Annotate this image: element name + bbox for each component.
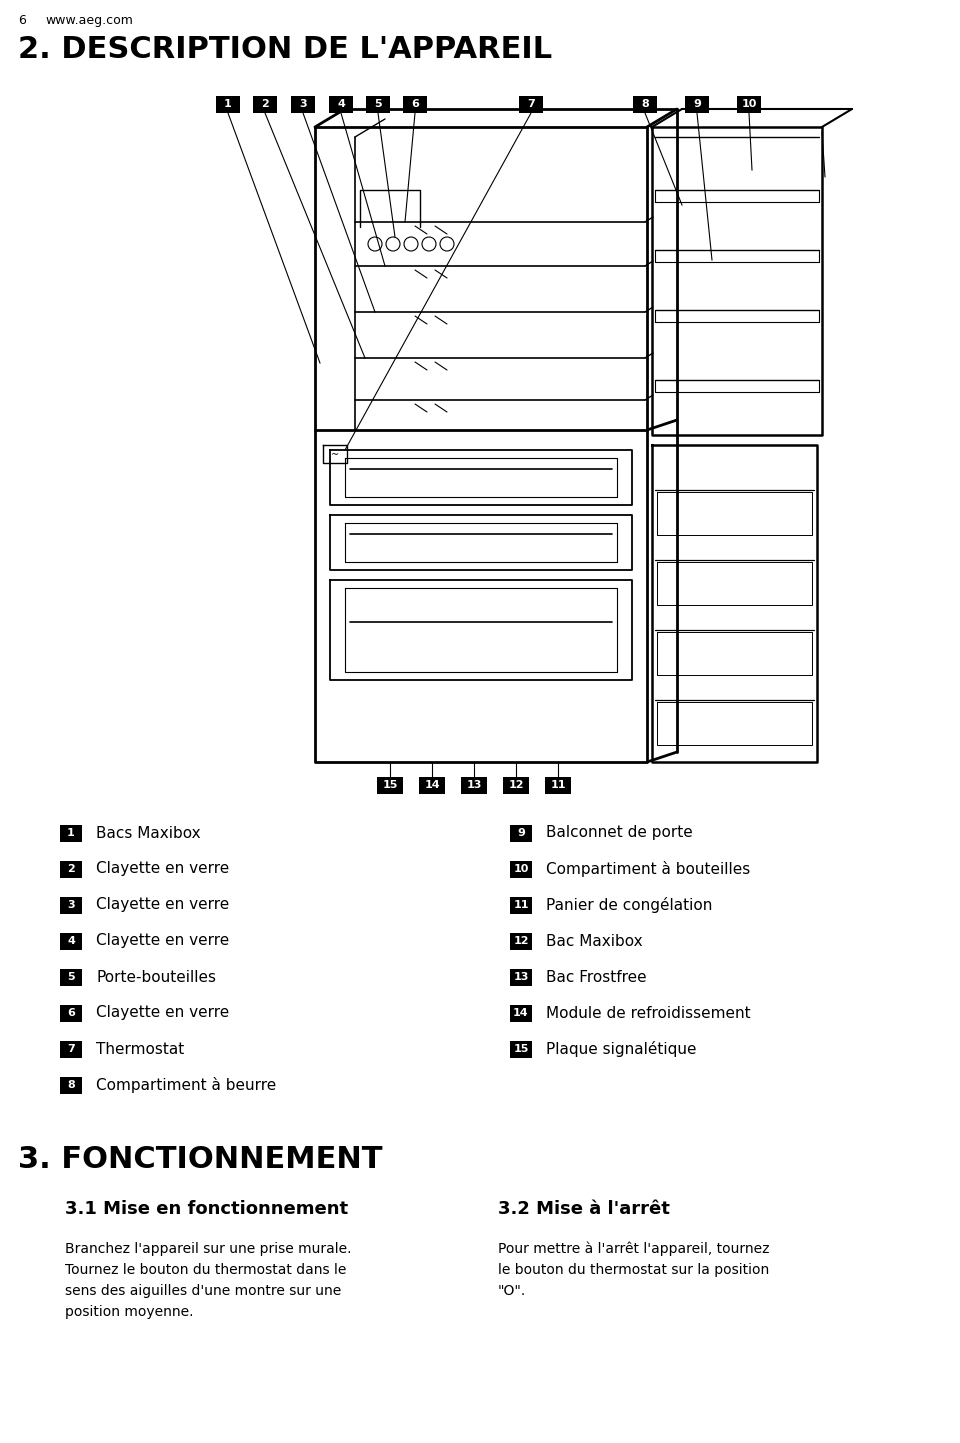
Text: Bac Maxibox: Bac Maxibox xyxy=(546,934,642,948)
Text: 3. FONCTIONNEMENT: 3. FONCTIONNEMENT xyxy=(18,1144,382,1175)
Text: Compartiment à beurre: Compartiment à beurre xyxy=(96,1076,276,1092)
FancyBboxPatch shape xyxy=(60,1040,82,1058)
Text: 14: 14 xyxy=(514,1009,529,1017)
FancyBboxPatch shape xyxy=(253,95,277,113)
Text: 1: 1 xyxy=(224,100,232,110)
Text: 4: 4 xyxy=(67,937,75,947)
Text: 2: 2 xyxy=(261,100,269,110)
Text: 3.1 Mise en fonctionnement: 3.1 Mise en fonctionnement xyxy=(65,1201,348,1218)
Text: Balconnet de porte: Balconnet de porte xyxy=(546,825,693,840)
Text: 3: 3 xyxy=(67,900,75,911)
Text: 5: 5 xyxy=(374,100,382,110)
Text: Branchez l'appareil sur une prise murale.: Branchez l'appareil sur une prise murale… xyxy=(65,1242,351,1255)
FancyBboxPatch shape xyxy=(419,776,445,794)
FancyBboxPatch shape xyxy=(60,896,82,913)
FancyBboxPatch shape xyxy=(60,824,82,841)
FancyBboxPatch shape xyxy=(329,95,353,113)
FancyBboxPatch shape xyxy=(60,968,82,986)
Text: Clayette en verre: Clayette en verre xyxy=(96,898,229,912)
FancyBboxPatch shape xyxy=(216,95,240,113)
Text: le bouton du thermostat sur la position: le bouton du thermostat sur la position xyxy=(498,1263,769,1277)
Text: Thermostat: Thermostat xyxy=(96,1042,184,1056)
FancyBboxPatch shape xyxy=(545,776,571,794)
Text: 9: 9 xyxy=(517,828,525,838)
Text: 2: 2 xyxy=(67,864,75,874)
FancyBboxPatch shape xyxy=(510,896,532,913)
Text: 2. DESCRIPTION DE L'APPAREIL: 2. DESCRIPTION DE L'APPAREIL xyxy=(18,35,552,63)
Text: Clayette en verre: Clayette en verre xyxy=(96,934,229,948)
Text: Compartiment à bouteilles: Compartiment à bouteilles xyxy=(546,861,751,877)
FancyBboxPatch shape xyxy=(510,860,532,877)
Text: Panier de congélation: Panier de congélation xyxy=(546,898,712,913)
Text: 13: 13 xyxy=(467,781,482,789)
Text: sens des aiguilles d'une montre sur une: sens des aiguilles d'une montre sur une xyxy=(65,1284,341,1299)
Text: Bacs Maxibox: Bacs Maxibox xyxy=(96,825,201,840)
Text: 3: 3 xyxy=(300,100,307,110)
FancyBboxPatch shape xyxy=(366,95,390,113)
Text: 1: 1 xyxy=(67,828,75,838)
Text: 3.2 Mise à l'arrêt: 3.2 Mise à l'arrêt xyxy=(498,1201,670,1218)
Text: 5: 5 xyxy=(67,973,75,983)
Text: 6: 6 xyxy=(411,100,419,110)
Text: 10: 10 xyxy=(514,864,529,874)
FancyBboxPatch shape xyxy=(519,95,543,113)
FancyBboxPatch shape xyxy=(685,95,709,113)
Text: 15: 15 xyxy=(382,781,397,789)
Text: Pour mettre à l'arrêt l'appareil, tournez: Pour mettre à l'arrêt l'appareil, tourne… xyxy=(498,1242,770,1257)
Text: 13: 13 xyxy=(514,973,529,983)
Text: 8: 8 xyxy=(641,100,649,110)
Text: www.aeg.com: www.aeg.com xyxy=(45,14,132,27)
FancyBboxPatch shape xyxy=(510,968,532,986)
Text: ~: ~ xyxy=(331,450,339,460)
FancyBboxPatch shape xyxy=(510,824,532,841)
FancyBboxPatch shape xyxy=(503,776,529,794)
Text: 4: 4 xyxy=(337,100,345,110)
Text: Clayette en verre: Clayette en verre xyxy=(96,1006,229,1020)
Text: Porte-bouteilles: Porte-bouteilles xyxy=(96,970,216,984)
FancyBboxPatch shape xyxy=(403,95,427,113)
FancyBboxPatch shape xyxy=(60,1076,82,1094)
Text: 9: 9 xyxy=(693,100,701,110)
Text: 6: 6 xyxy=(18,14,26,27)
Text: 12: 12 xyxy=(508,781,524,789)
Text: 8: 8 xyxy=(67,1079,75,1089)
Text: 7: 7 xyxy=(67,1043,75,1053)
FancyBboxPatch shape xyxy=(291,95,315,113)
Text: 15: 15 xyxy=(514,1043,529,1053)
Text: 7: 7 xyxy=(527,100,535,110)
Text: 14: 14 xyxy=(424,781,440,789)
Text: 11: 11 xyxy=(514,900,529,911)
Text: position moyenne.: position moyenne. xyxy=(65,1304,194,1319)
Text: 12: 12 xyxy=(514,937,529,947)
Text: Clayette en verre: Clayette en verre xyxy=(96,861,229,876)
FancyBboxPatch shape xyxy=(60,860,82,877)
Text: Module de refroidissement: Module de refroidissement xyxy=(546,1006,751,1020)
FancyBboxPatch shape xyxy=(510,1040,532,1058)
FancyBboxPatch shape xyxy=(737,95,761,113)
FancyBboxPatch shape xyxy=(510,1004,532,1022)
FancyBboxPatch shape xyxy=(633,95,657,113)
Text: 6: 6 xyxy=(67,1009,75,1017)
Text: 10: 10 xyxy=(741,100,756,110)
FancyBboxPatch shape xyxy=(510,932,532,949)
Text: Tournez le bouton du thermostat dans le: Tournez le bouton du thermostat dans le xyxy=(65,1263,347,1277)
Text: 11: 11 xyxy=(550,781,565,789)
Text: "O".: "O". xyxy=(498,1284,526,1299)
FancyBboxPatch shape xyxy=(461,776,487,794)
Text: Plaque signalétique: Plaque signalétique xyxy=(546,1040,697,1058)
FancyBboxPatch shape xyxy=(60,932,82,949)
Text: Bac Frostfree: Bac Frostfree xyxy=(546,970,647,984)
FancyBboxPatch shape xyxy=(377,776,403,794)
FancyBboxPatch shape xyxy=(60,1004,82,1022)
